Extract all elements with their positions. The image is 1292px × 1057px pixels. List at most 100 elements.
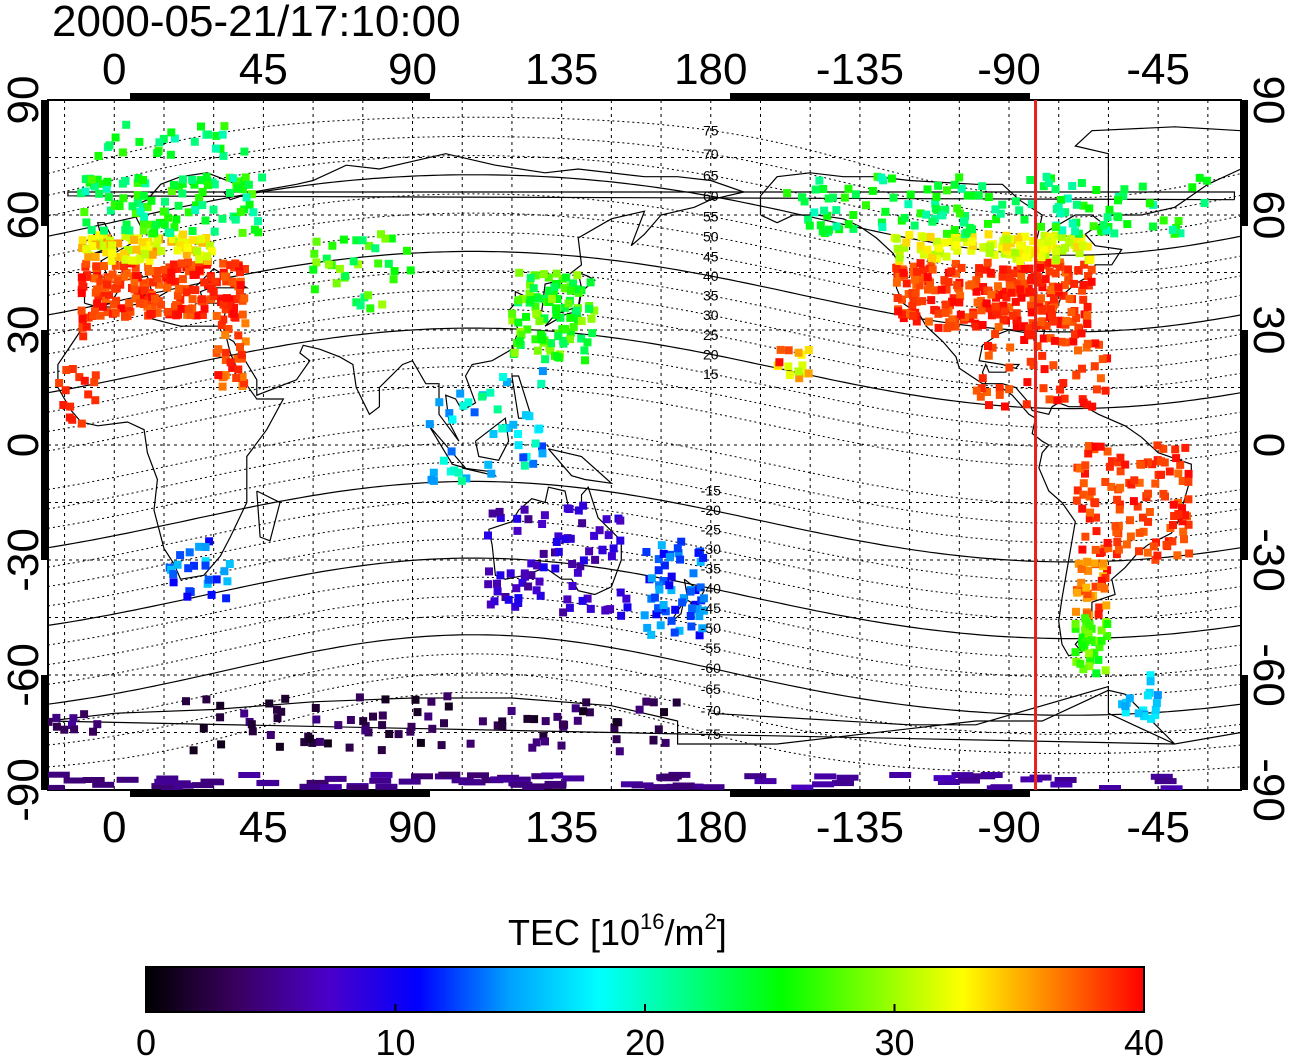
tec-cell xyxy=(91,371,100,380)
tec-cell xyxy=(1103,447,1112,456)
tec-cell xyxy=(987,290,996,299)
tec-cell xyxy=(155,280,163,289)
frame-bar-bottom xyxy=(130,790,430,797)
tec-cell xyxy=(1059,291,1068,300)
tec-cell xyxy=(184,208,193,217)
tec-cell xyxy=(1079,280,1088,289)
tec-cell xyxy=(159,134,168,143)
tec-cell xyxy=(544,273,553,282)
tec-cell xyxy=(642,548,651,556)
tec-cell xyxy=(909,296,918,305)
tec-cell xyxy=(211,144,220,153)
tec-cell xyxy=(1083,242,1092,251)
tec-cell xyxy=(1096,374,1105,383)
tec-cell xyxy=(447,447,456,456)
tec-cell xyxy=(588,329,597,338)
lon-tick-bottom: -90 xyxy=(977,803,1041,852)
tec-cell xyxy=(335,264,344,273)
tec-cell xyxy=(1011,297,1020,306)
tec-cell xyxy=(675,626,684,635)
tec-cell xyxy=(991,205,1000,214)
tec-cell xyxy=(984,219,992,228)
tec-cell xyxy=(169,260,178,269)
tec-cell xyxy=(1040,231,1049,240)
tec-cell xyxy=(1099,785,1121,790)
tec-cell xyxy=(1075,248,1084,257)
tec-cell xyxy=(125,299,134,308)
tec-cell xyxy=(992,307,1000,316)
tec-cell xyxy=(173,246,182,255)
tec-cell xyxy=(812,781,835,788)
tec-cell xyxy=(1173,551,1182,560)
tec-cell xyxy=(508,316,517,325)
tec-cell xyxy=(258,173,267,182)
tec-cell xyxy=(902,279,911,288)
tec-cell xyxy=(139,279,148,288)
tec-cell xyxy=(665,581,674,590)
tec-cell xyxy=(87,175,96,184)
mlat-contour xyxy=(48,270,1241,352)
tec-cell xyxy=(1046,334,1055,343)
tec-cell xyxy=(612,718,621,727)
tec-cell xyxy=(537,330,545,339)
tec-cell xyxy=(108,270,117,279)
tec-cell xyxy=(1049,361,1058,370)
tec-cell xyxy=(659,549,668,558)
tec-cell xyxy=(116,776,139,783)
tec-cell xyxy=(547,339,555,348)
tec-cell xyxy=(1087,636,1096,645)
tec-cell xyxy=(135,255,144,264)
tec-cell xyxy=(196,251,205,260)
tec-cell xyxy=(131,263,140,272)
tec-cell xyxy=(892,264,901,273)
tec-cell xyxy=(955,173,964,182)
tec-cell xyxy=(241,173,250,182)
tec-cell xyxy=(1042,321,1051,330)
tec-cell xyxy=(1011,248,1020,257)
tec-cell xyxy=(1050,299,1059,308)
tec-cell xyxy=(528,743,537,752)
tec-cell xyxy=(643,623,652,632)
tec-cell xyxy=(1145,508,1154,516)
lon-tick-bottom: 90 xyxy=(388,803,437,852)
tec-cell xyxy=(1090,499,1099,508)
tec-cell xyxy=(1016,262,1025,271)
tec-cell xyxy=(88,311,97,320)
tec-cell xyxy=(1050,781,1073,788)
colorbar-label: TEC [1016/m2] xyxy=(508,909,727,953)
tec-cell xyxy=(238,228,247,237)
tec-cell xyxy=(530,715,539,724)
tec-cell xyxy=(1112,550,1121,559)
tec-cell xyxy=(210,180,219,189)
tec-cell xyxy=(554,332,563,341)
tec-cell xyxy=(1020,336,1029,344)
tec-cell xyxy=(93,299,102,308)
lat-tick-left: 30 xyxy=(0,306,48,355)
tec-cell xyxy=(1113,495,1122,504)
tec-cell xyxy=(825,225,833,234)
tec-cell xyxy=(844,184,853,193)
tec-cell xyxy=(972,276,981,285)
tec-cell xyxy=(407,722,416,731)
tec-cell xyxy=(209,292,218,300)
tec-cell xyxy=(484,531,492,540)
tec-cell xyxy=(535,317,544,326)
tec-cell xyxy=(980,772,1003,778)
tec-cell xyxy=(1039,244,1048,253)
tec-cell xyxy=(94,151,103,160)
tec-cell xyxy=(702,784,725,790)
mlat-label: 35 xyxy=(703,288,719,304)
tec-cell xyxy=(205,537,214,546)
tec-cell xyxy=(1081,469,1089,478)
tec-cell xyxy=(219,151,228,160)
tec-cell xyxy=(237,350,246,359)
tec-cell xyxy=(139,219,148,228)
tec-cell xyxy=(128,202,137,211)
tec-cell xyxy=(108,241,117,250)
mlat-label: 70 xyxy=(703,146,719,162)
tec-cell xyxy=(1086,656,1095,665)
tec-cell xyxy=(378,711,387,720)
coastline xyxy=(474,417,510,461)
tec-cell xyxy=(82,322,91,331)
tec-cell xyxy=(868,186,877,195)
